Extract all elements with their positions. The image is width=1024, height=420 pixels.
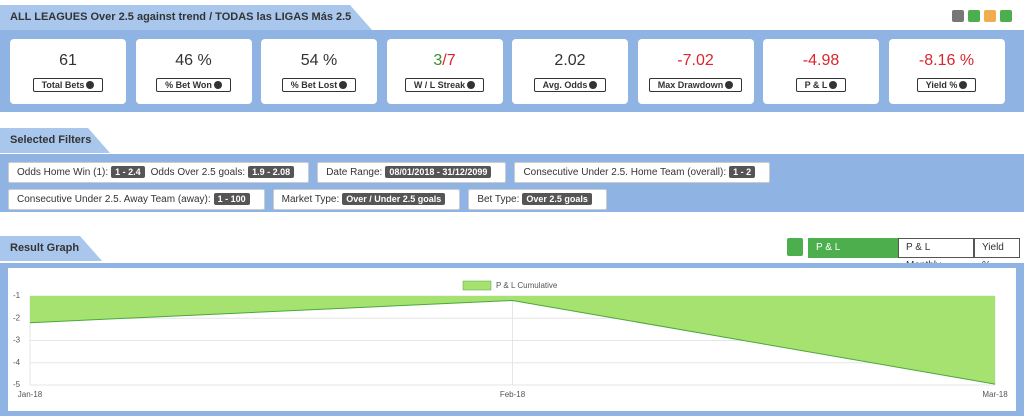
stat-card: -4.98 P & L bbox=[763, 39, 879, 104]
stat-card: 2.02 Avg. Odds bbox=[512, 39, 628, 104]
info-icon bbox=[725, 81, 734, 89]
stat-label: % Bet Won bbox=[165, 80, 212, 90]
stat-value: -8.16 % bbox=[918, 52, 975, 69]
stats-panel: 61 Total Bets 46 % % Bet Won 54 % % Bet Lost 3… bbox=[0, 30, 1024, 112]
y-tick-label: -5 bbox=[13, 380, 21, 389]
graph-button[interactable]: Yield % bbox=[974, 238, 1020, 271]
stat-value: 61 bbox=[59, 52, 77, 69]
stat-label: Total Bets bbox=[41, 80, 85, 90]
stat-value: 46 % bbox=[175, 52, 212, 69]
filters-title: Selected Filters bbox=[0, 128, 110, 153]
filter-label: Odds Over 2.5 goals: bbox=[150, 167, 246, 178]
stat-label-box: Total Bets bbox=[32, 78, 104, 92]
graph-download[interactable] bbox=[787, 238, 803, 256]
filter-value: 1 - 2.4 bbox=[111, 166, 145, 178]
graph-title: Result Graph bbox=[0, 236, 102, 261]
stat-value: -4.98 bbox=[802, 52, 840, 69]
area bbox=[30, 296, 995, 385]
stat-label: Max Drawdown bbox=[657, 80, 724, 90]
graph-button[interactable]: P & L Monthly bbox=[898, 238, 974, 271]
stat-card: 54 % % Bet Lost bbox=[261, 39, 377, 104]
info-icon bbox=[829, 81, 838, 89]
filter-box: Date Range: 08/01/2018 - 31/12/2099 bbox=[317, 162, 507, 183]
info-icon bbox=[589, 81, 598, 89]
filter-label: Consecutive Under 2.5. Away Team (away): bbox=[17, 194, 211, 205]
graph-panel: -1 -2 -3 -4 -5 Jan-18 Feb-18 Mar-18 P & L Cumula… bbox=[0, 263, 1024, 416]
y-tick-label: -4 bbox=[13, 358, 21, 367]
filter-value: 1 - 100 bbox=[213, 193, 250, 205]
filter-label: Odds Home Win (1): bbox=[17, 167, 109, 178]
line bbox=[29, 299, 996, 385]
stat-label-box: Max Drawdown bbox=[648, 78, 743, 92]
mail-icon[interactable] bbox=[1000, 10, 1012, 22]
legend-label: P & L Cumulative bbox=[496, 281, 558, 290]
filters-panel: Odds Home Win (1): 1 - 2.4 Odds Over 2.5 g… bbox=[0, 154, 1024, 212]
stat-card: -7.02 Max Drawdown bbox=[637, 39, 754, 104]
stat-label-box: % Bet Won bbox=[156, 78, 231, 92]
filter-label: Market Type: bbox=[281, 194, 340, 205]
stat-label-box: % Bet Lost bbox=[281, 78, 357, 92]
stat-label: Yield % bbox=[925, 80, 958, 90]
stat-card: -8.16 % Yield % bbox=[888, 39, 1005, 104]
stat-value: 54 % bbox=[300, 52, 338, 69]
info-icon bbox=[213, 81, 222, 89]
graph-button[interactable]: P & L Cumulative bbox=[808, 238, 898, 271]
y-tick-label: -1 bbox=[13, 291, 21, 300]
filter-box: Odds Home Win (1): 1 - 2.4 Odds Over 2.5 g… bbox=[8, 162, 310, 183]
stat-label-box: W / L Streak bbox=[404, 78, 485, 92]
stat-card: 46 % % Bet Won bbox=[135, 39, 252, 104]
stat-value: 2.02 bbox=[554, 52, 586, 69]
info-icon bbox=[959, 81, 968, 89]
x-tick-label: Feb-18 bbox=[500, 390, 526, 399]
info-icon bbox=[86, 81, 95, 89]
filter-label: Bet Type: bbox=[477, 194, 520, 205]
stat-value-part: /7 bbox=[442, 52, 456, 69]
stat-label-box: Yield % bbox=[916, 78, 977, 92]
filter-value: Over 2.5 goals bbox=[522, 193, 592, 205]
legend-swatch bbox=[462, 280, 492, 291]
info-icon bbox=[467, 81, 476, 89]
y-tick-label: -2 bbox=[13, 313, 21, 322]
stat-label: Avg. Odds bbox=[542, 80, 588, 90]
stat-label: % Bet Lost bbox=[290, 80, 338, 90]
share-icon[interactable] bbox=[984, 10, 996, 22]
filter-value: 1 - 2 bbox=[729, 166, 756, 178]
stat-value-part: 3 bbox=[433, 52, 443, 69]
filter-label: Date Range: bbox=[326, 167, 383, 178]
filter-box: Bet Type: Over 2.5 goals bbox=[468, 189, 607, 210]
stat-card: 61 Total Bets bbox=[10, 39, 126, 104]
header-title: ALL LEAGUES Over 2.5 against trend / TOD… bbox=[0, 5, 372, 30]
filter-box: Consecutive Under 2.5. Away Team (away):… bbox=[8, 189, 265, 210]
filter-value: 08/01/2018 - 31/12/2099 bbox=[385, 166, 492, 178]
stat-value: -7.02 bbox=[677, 52, 714, 69]
stat-card: 3/7 W / L Streak bbox=[386, 39, 503, 104]
x-tick-label: Jan-18 bbox=[18, 390, 43, 399]
stat-value: 3/7 bbox=[387, 52, 503, 72]
info-icon bbox=[339, 81, 348, 89]
filter-label: Consecutive Under 2.5. Home Team (overal… bbox=[523, 167, 727, 178]
filter-value: Over / Under 2.5 goals bbox=[342, 193, 446, 205]
y-tick-label: -3 bbox=[13, 336, 21, 345]
x-tick-label: Mar-18 bbox=[982, 390, 1008, 399]
filter-box: Consecutive Under 2.5. Home Team (overal… bbox=[514, 162, 771, 183]
stat-label-box: P & L bbox=[795, 78, 847, 92]
copy-icon[interactable] bbox=[952, 10, 964, 22]
filter-box: Market Type: Over / Under 2.5 goals bbox=[272, 189, 461, 210]
filter-value: 1.9 - 2.08 bbox=[248, 166, 295, 178]
stat-label-box: Avg. Odds bbox=[533, 78, 607, 92]
stat-label: P & L bbox=[804, 80, 828, 90]
download-icon[interactable] bbox=[968, 10, 980, 22]
stat-label: W / L Streak bbox=[413, 80, 466, 90]
